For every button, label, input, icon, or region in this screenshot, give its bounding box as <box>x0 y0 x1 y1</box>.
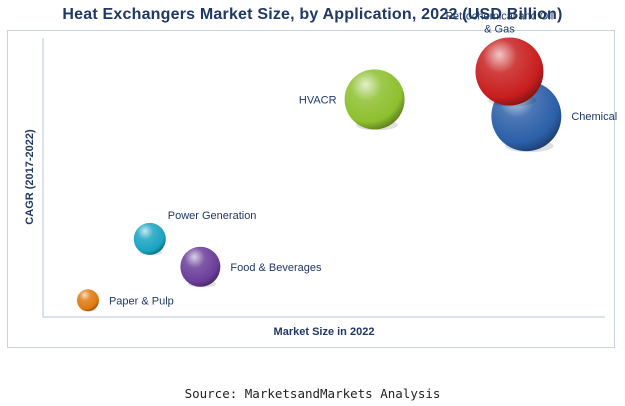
bubble-petrochemical-and-oil-and-gas <box>475 37 544 106</box>
bubble-label-petrochemical-and-oil-and-gas-line-2: & Gas <box>484 23 515 35</box>
bubble-label-power-generation: Power Generation <box>168 210 257 222</box>
bubble-paper-and-pulp <box>76 289 99 312</box>
source-note: Source: MarketsandMarkets Analysis <box>184 386 441 401</box>
chart-title: Heat Exchangers Market Size, by Applicat… <box>62 6 563 23</box>
bubble-power-generation <box>133 222 166 255</box>
bubble-food-and-beverages <box>180 246 221 287</box>
bubble-label-hvacr: HVACR <box>299 94 337 106</box>
bubble-label-petrochemical-and-oil-and-gas-line-1: Petrochemical and Oil <box>446 10 554 22</box>
bubble-label-layer: Paper & Pulp Power Generation Food & Bever… <box>109 10 617 307</box>
bubble-label-food-and-beverages: Food & Beverages <box>230 262 322 274</box>
y-axis-label: CAGR (2017-2022) <box>24 129 36 225</box>
x-axis-label: Market Size in 2022 <box>274 326 375 338</box>
chart-frame <box>7 30 615 348</box>
bubble-layer <box>76 37 562 312</box>
bubble-label-paper-and-pulp: Paper & Pulp <box>109 295 174 307</box>
bubble-hvacr <box>344 69 405 130</box>
bubble-label-chemical: Chemical <box>571 111 617 123</box>
